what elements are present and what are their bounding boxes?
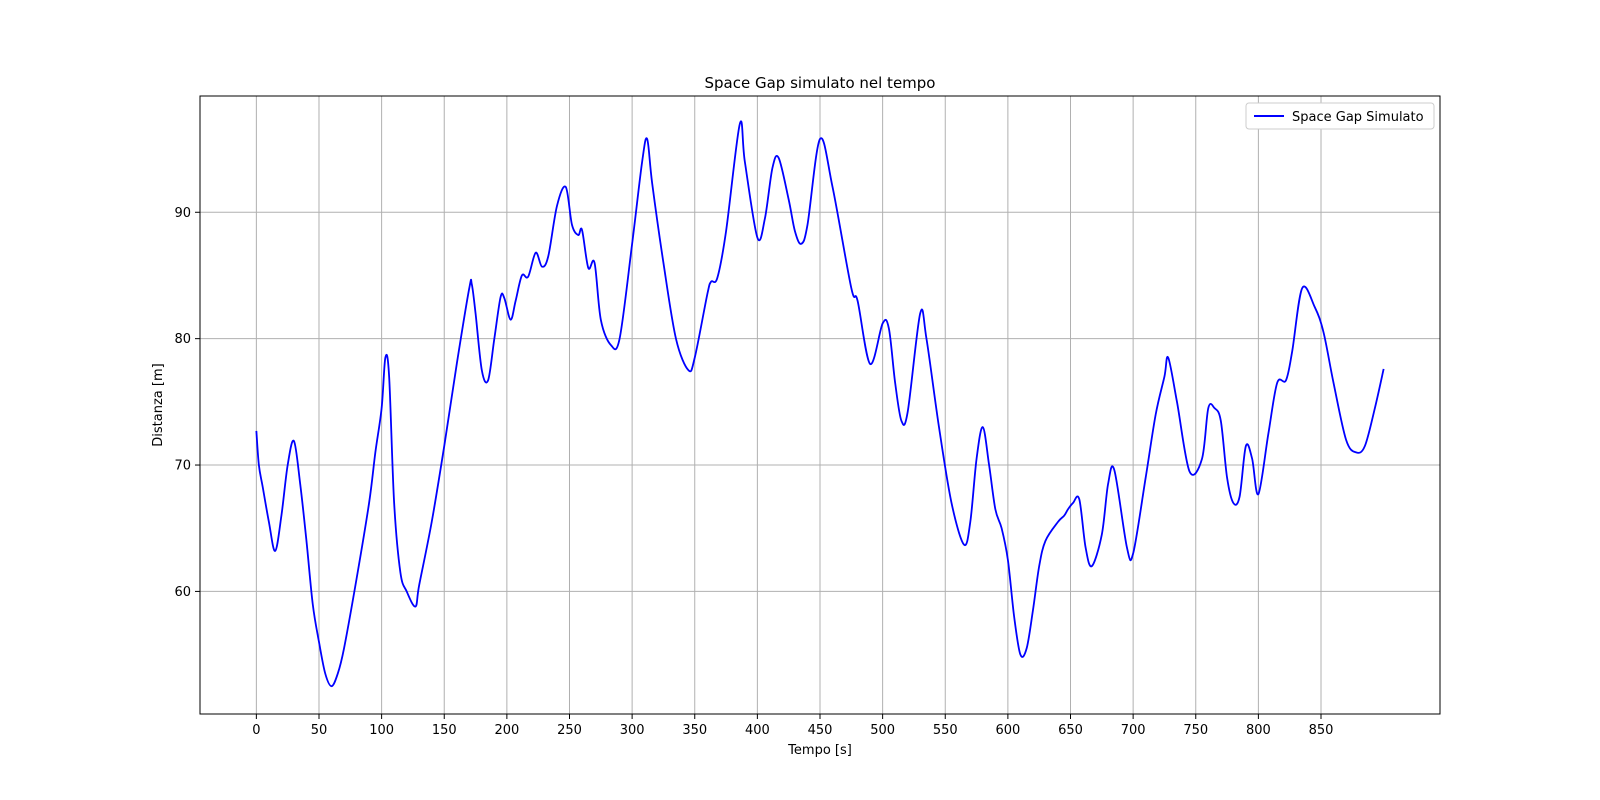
y-tick-label: 90 xyxy=(174,206,191,221)
x-axis-ticks: 0 50 100 150 200 250 300 350 400 450 500 550 600 650 7… xyxy=(252,714,1333,738)
legend-box xyxy=(1245,102,1435,130)
chart-title: Space Gap simulato nel tempo xyxy=(705,74,936,92)
y-tick-label: 80 xyxy=(174,332,191,347)
series-layer xyxy=(255,120,1385,688)
x-tick-label: 650 xyxy=(1058,723,1083,738)
x-tick-label: 0 xyxy=(252,723,260,738)
x-tick-label: 400 xyxy=(745,723,770,738)
legend-label: Space Gap Simulato xyxy=(1292,110,1424,125)
x-tick-label: 550 xyxy=(933,723,958,738)
y-axis-ticks: 60 70 80 90 xyxy=(174,206,200,600)
x-tick-label: 800 xyxy=(1246,723,1271,738)
x-tick-label: 250 xyxy=(557,723,582,738)
x-tick-label: 850 xyxy=(1309,723,1334,738)
y-tick-label: 60 xyxy=(174,585,191,600)
x-tick-label: 700 xyxy=(1121,723,1146,738)
x-tick-label: 100 xyxy=(369,723,394,738)
y-axis-label: Distanza [m] xyxy=(151,363,166,446)
x-tick-label: 150 xyxy=(432,723,457,738)
x-tick-label: 200 xyxy=(494,723,519,738)
y-tick-label: 70 xyxy=(174,459,191,474)
x-tick-label: 350 xyxy=(682,723,707,738)
series-line-space-gap xyxy=(255,120,1385,688)
x-axis-label: Tempo [s] xyxy=(787,743,852,758)
legend: Space Gap Simulato xyxy=(1245,102,1435,130)
x-tick-label: 50 xyxy=(311,723,328,738)
x-tick-label: 600 xyxy=(995,723,1020,738)
x-tick-label: 450 xyxy=(808,723,833,738)
x-tick-label: 500 xyxy=(870,723,895,738)
grid xyxy=(200,96,1440,714)
x-tick-label: 300 xyxy=(620,723,645,738)
x-tick-label: 750 xyxy=(1183,723,1208,738)
